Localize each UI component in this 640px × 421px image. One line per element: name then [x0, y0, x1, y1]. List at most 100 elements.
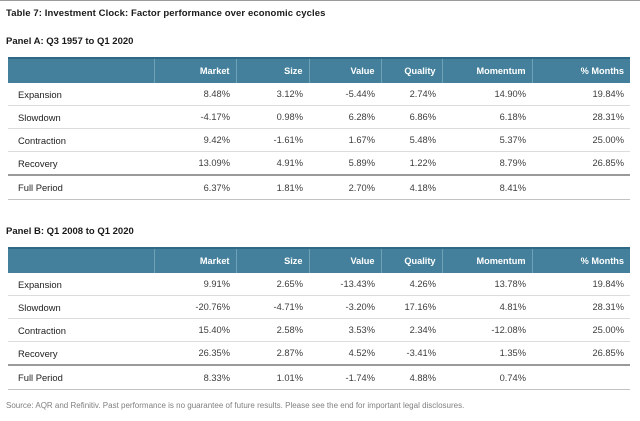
value-cell: -13.43% — [309, 273, 381, 296]
value-cell: 2.74% — [381, 83, 442, 106]
column-header-months: % Months — [531, 247, 630, 273]
header-empty-cell — [8, 247, 154, 273]
value-cell: 17.16% — [381, 295, 442, 319]
table-row-recovery: Recovery 26.35% 2.87% 4.52% -3.41% 1.35%… — [8, 341, 630, 366]
table-title: Table 7: Investment Clock: Factor perfor… — [6, 8, 326, 19]
column-header-momentum: Momentum — [441, 247, 532, 273]
value-cell: -1.61% — [236, 128, 309, 152]
table-row-slowdown: Slowdown -20.76% -4.71% -3.20% 17.16% 4.… — [8, 295, 630, 319]
row-label: Expansion — [8, 83, 154, 106]
row-label: Slowdown — [8, 105, 154, 129]
panel-b-label: Panel B: Q1 2008 to Q1 2020 — [6, 226, 134, 237]
column-header-quality: Quality — [380, 57, 442, 83]
value-cell: 28.31% — [532, 295, 630, 319]
value-cell: 2.87% — [236, 341, 309, 366]
panel-a-header-row: Market Size Value Quality Momentum % Mon… — [8, 57, 630, 83]
value-cell: 13.09% — [154, 151, 236, 176]
value-cell: 6.28% — [309, 105, 381, 129]
value-cell: 19.84% — [532, 83, 630, 106]
row-label: Full Period — [8, 174, 154, 200]
value-cell: 1.01% — [236, 364, 309, 390]
panel-b-header-row: Market Size Value Quality Momentum % Mon… — [8, 247, 630, 273]
value-cell: 5.37% — [442, 128, 532, 152]
row-label: Recovery — [8, 341, 154, 366]
value-cell: 1.81% — [236, 174, 309, 200]
value-cell: 3.53% — [309, 318, 381, 342]
value-cell: 6.86% — [381, 105, 442, 129]
value-cell: 26.85% — [532, 151, 630, 176]
value-cell: 4.91% — [236, 151, 309, 176]
value-cell: 5.48% — [381, 128, 442, 152]
column-header-months: % Months — [531, 57, 630, 83]
value-cell: 28.31% — [532, 105, 630, 129]
value-cell: 1.67% — [309, 128, 381, 152]
panel-b-table: Market Size Value Quality Momentum % Mon… — [8, 247, 630, 390]
row-label: Slowdown — [8, 295, 154, 319]
value-cell — [532, 174, 630, 200]
table-row-contraction: Contraction 9.42% -1.61% 1.67% 5.48% 5.3… — [8, 128, 630, 152]
value-cell: -1.74% — [309, 364, 381, 390]
column-header-size: Size — [235, 247, 309, 273]
row-label: Contraction — [8, 128, 154, 152]
value-cell: 14.90% — [442, 83, 532, 106]
value-cell: 4.88% — [381, 364, 442, 390]
column-header-value: Value — [308, 57, 381, 83]
value-cell: 2.65% — [236, 273, 309, 296]
value-cell: -3.20% — [309, 295, 381, 319]
value-cell: -3.41% — [381, 341, 442, 366]
source-note: Source: AQR and Refinitiv. Past performa… — [6, 401, 465, 410]
value-cell: 8.41% — [442, 174, 532, 200]
value-cell: 4.18% — [381, 174, 442, 200]
value-cell: -5.44% — [309, 83, 381, 106]
column-header-momentum: Momentum — [441, 57, 532, 83]
panel-a-label: Panel A: Q3 1957 to Q1 2020 — [6, 36, 134, 47]
value-cell: 1.22% — [381, 151, 442, 176]
value-cell: 2.58% — [236, 318, 309, 342]
column-header-value: Value — [308, 247, 381, 273]
value-cell: 3.12% — [236, 83, 309, 106]
value-cell: 0.74% — [442, 364, 532, 390]
value-cell: 25.00% — [532, 128, 630, 152]
value-cell: 19.84% — [532, 273, 630, 296]
table-row-full-period: Full Period 6.37% 1.81% 2.70% 4.18% 8.41… — [8, 174, 630, 200]
row-label: Full Period — [8, 364, 154, 390]
value-cell: -4.71% — [236, 295, 309, 319]
row-label: Contraction — [8, 318, 154, 342]
value-cell: 26.35% — [154, 341, 236, 366]
column-header-market: Market — [153, 57, 236, 83]
value-cell: 2.70% — [309, 174, 381, 200]
table-row-contraction: Contraction 15.40% 2.58% 3.53% 2.34% -12… — [8, 318, 630, 342]
value-cell: 4.52% — [309, 341, 381, 366]
value-cell: 8.48% — [154, 83, 236, 106]
value-cell: 8.33% — [154, 364, 236, 390]
table-row-expansion: Expansion 8.48% 3.12% -5.44% 2.74% 14.90… — [8, 83, 630, 106]
table-row-expansion: Expansion 9.91% 2.65% -13.43% 4.26% 13.7… — [8, 273, 630, 296]
value-cell: -4.17% — [154, 105, 236, 129]
value-cell: 2.34% — [381, 318, 442, 342]
value-cell: 25.00% — [532, 318, 630, 342]
value-cell: 4.81% — [442, 295, 532, 319]
value-cell: 6.18% — [442, 105, 532, 129]
value-cell — [532, 364, 630, 390]
value-cell: 8.79% — [442, 151, 532, 176]
value-cell: 13.78% — [442, 273, 532, 296]
row-label: Expansion — [8, 273, 154, 296]
table-row-slowdown: Slowdown -4.17% 0.98% 6.28% 6.86% 6.18% … — [8, 105, 630, 129]
column-header-size: Size — [235, 57, 309, 83]
value-cell: 15.40% — [154, 318, 236, 342]
column-header-market: Market — [153, 247, 236, 273]
column-header-quality: Quality — [380, 247, 442, 273]
value-cell: 0.98% — [236, 105, 309, 129]
value-cell: 9.91% — [154, 273, 236, 296]
value-cell: -20.76% — [154, 295, 236, 319]
table-row-recovery: Recovery 13.09% 4.91% 5.89% 1.22% 8.79% … — [8, 151, 630, 176]
header-empty-cell — [8, 57, 154, 83]
value-cell: 26.85% — [532, 341, 630, 366]
value-cell: 1.35% — [442, 341, 532, 366]
value-cell: 6.37% — [154, 174, 236, 200]
panel-a-table: Market Size Value Quality Momentum % Mon… — [8, 57, 630, 200]
table-row-full-period: Full Period 8.33% 1.01% -1.74% 4.88% 0.7… — [8, 364, 630, 390]
value-cell: -12.08% — [442, 318, 532, 342]
row-label: Recovery — [8, 151, 154, 176]
